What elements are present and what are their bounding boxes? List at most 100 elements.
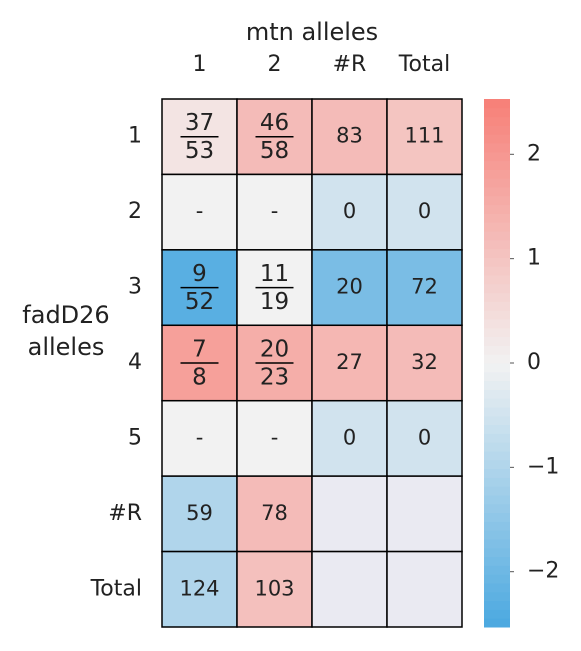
colorbar-segment [484,389,510,399]
cell-label: 32 [411,350,438,374]
colorbar-segment [484,292,510,302]
colorbar-segment [484,486,510,496]
colorbar-segment [484,407,510,417]
row-label: 3 [128,275,142,300]
cell-numerator: 11 [260,261,289,287]
colorbar-segment [484,204,510,214]
colorbar-segment [484,468,510,478]
colorbar-segment [484,301,510,311]
cell-label: - [196,425,204,449]
colorbar-segment [484,99,510,109]
heatmap-cell [236,173,313,251]
heatmap-cell [161,475,238,553]
colorbar-segment [484,371,510,382]
x-axis-title: mtn alleles [246,18,378,46]
cell-label: 78 [261,501,288,525]
colorbar-segment [484,380,510,390]
cell-label: 20 [336,275,363,299]
cell-denominator: 8 [192,365,207,391]
colorbar-segment [484,239,510,250]
colorbar-segment [484,275,510,285]
colorbar-segment [484,477,510,487]
row-label: 1 [128,124,142,149]
colorbar-segment [484,415,510,426]
colorbar-segment [484,565,510,575]
colorbar-segment [484,591,510,602]
colorbar-segment [484,310,510,320]
colorbar-segment [484,618,510,628]
colorbar-segment [484,222,510,232]
colorbar-segment [484,398,510,408]
cell-label: 0 [343,199,356,223]
cell-numerator: 20 [260,337,289,363]
colorbar-segment [484,116,510,126]
row-label: #R [108,501,142,526]
colorbar-segment [484,574,510,584]
colorbar-segment [484,451,510,461]
cell-label: 0 [418,425,431,449]
colorbar-segment [484,257,510,267]
cell-denominator: 53 [185,138,214,164]
heatmap-cell [311,98,388,176]
colorbar-segment [484,459,510,470]
colorbar-segment [484,495,510,505]
colorbar-segment [484,213,510,223]
heatmap-cell [386,249,463,327]
colorbar-segment [484,530,510,540]
heatmap-cell [161,550,238,628]
colorbar-segment [484,556,510,566]
colorbar-segment [484,248,510,258]
heatmap-cell [311,475,388,553]
row-label: 2 [128,199,142,224]
colorbar-segment [484,521,510,531]
row-label: 4 [128,350,142,375]
colorbar-segment [484,169,510,179]
colorbar-segment [484,345,510,355]
colorbar-tick-label: −1 [527,454,559,479]
colorbar-segment [484,134,510,144]
heatmap-cell [386,324,463,402]
cell-label: 124 [179,576,219,600]
colorbar-segment [484,547,510,558]
heatmap-cell [311,173,388,251]
colorbar-segment [484,143,510,153]
colorbar-segment [484,363,510,373]
colorbar-segment [484,231,510,241]
y-axis-title: fadD26 [22,301,109,329]
colorbar-segment [484,327,510,338]
cell-label: 72 [411,275,438,299]
cell-label: 0 [343,425,356,449]
colorbar-segment [484,539,510,549]
cell-label: 83 [336,124,363,148]
colorbar-segment [484,433,510,443]
colorbar-segment [484,187,510,197]
row-label: 5 [128,425,142,450]
colorbar-tick-label: 2 [527,141,541,166]
colorbar-segment [484,178,510,188]
cell-label: 111 [404,124,444,148]
column-label: #R [333,52,367,77]
colorbar-segment [484,609,510,619]
heatmap-cell [161,399,238,477]
colorbar-tick-label: 1 [527,246,541,271]
cell-label: 27 [336,350,363,374]
heatmap-cell [386,399,463,477]
colorbar-segment [484,442,510,452]
colorbar-segment [484,151,510,162]
colorbar-segment [484,125,510,135]
colorbar-segment [484,195,510,206]
colorbar-segment [484,319,510,329]
heatmap-cell [311,550,388,628]
cell-numerator: 7 [192,337,207,363]
heatmap-cell [386,550,463,628]
colorbar-segment [484,336,510,346]
cell-denominator: 58 [260,138,289,164]
cell-numerator: 9 [192,261,207,287]
column-label: 2 [268,52,282,77]
cell-label: - [271,199,279,223]
y-axis-title: alleles [28,333,105,361]
colorbar-segment [484,503,510,514]
colorbar-segment [484,266,510,276]
row-label: Total [90,576,142,601]
